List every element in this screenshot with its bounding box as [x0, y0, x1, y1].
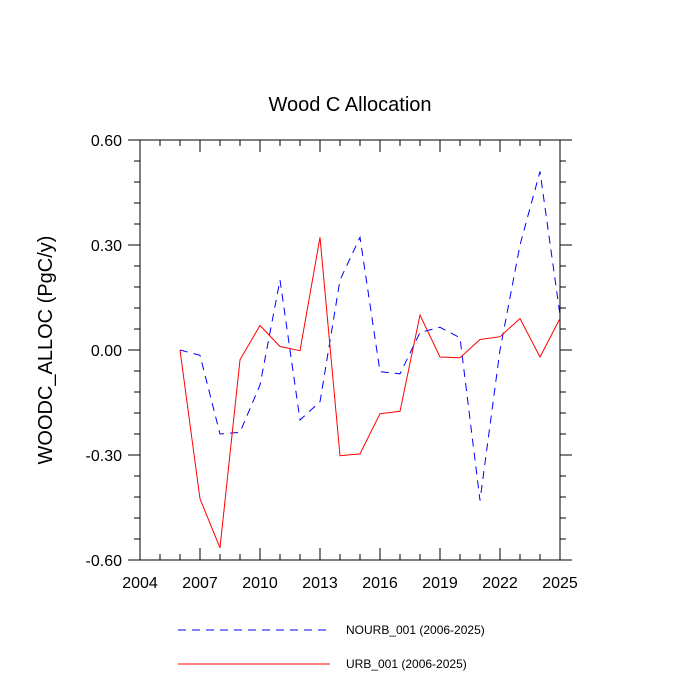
x-tick-label: 2019 — [422, 575, 458, 592]
y-tick-label: 0.30 — [91, 238, 122, 255]
y-tick-label: -0.60 — [86, 553, 123, 570]
series-line-nourb — [179, 171, 561, 501]
x-tick-label: 2010 — [242, 575, 278, 592]
x-tick-label: 2016 — [362, 575, 398, 592]
y-axis-label: WOODC_ALLOC (PgC/y) — [35, 236, 57, 465]
x-tick-label: 2007 — [182, 575, 218, 592]
legend-label-nourb: NOURB_001 (2006-2025) — [346, 623, 485, 637]
tick-labels: 2004 2007 2010 2013 2016 2019 2022 2025 -0.60 -0.… — [86, 133, 578, 592]
x-tick-label: 2022 — [482, 575, 518, 592]
x-tick-label: 2013 — [302, 575, 338, 592]
y-tick-label: 0.60 — [91, 133, 122, 150]
x-tick-label: 2004 — [122, 575, 158, 592]
chart-title: Wood C Allocation — [268, 94, 431, 116]
y-tick-label: -0.30 — [86, 448, 123, 465]
series-line-urb — [179, 237, 561, 548]
plot-frame — [139, 139, 561, 561]
y-tick-label: 0.00 — [91, 343, 122, 360]
series-lines — [179, 171, 561, 548]
axis-ticks — [128, 139, 572, 561]
legend-label-urb: URB_001 (2006-2025) — [346, 657, 467, 671]
legend: NOURB_001 (2006-2025) URB_001 (2006-2025) — [178, 623, 485, 671]
x-tick-label: 2025 — [542, 575, 578, 592]
